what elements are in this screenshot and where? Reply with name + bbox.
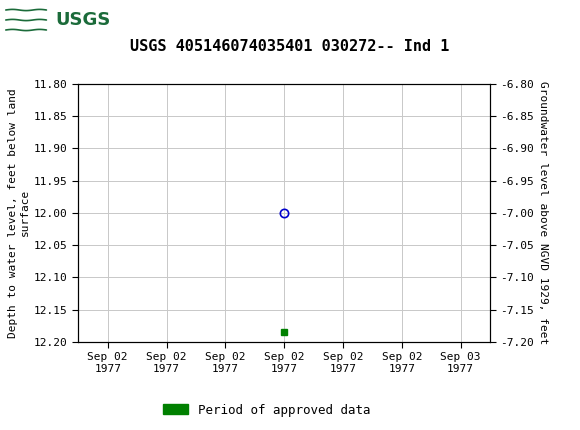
Y-axis label: Groundwater level above NGVD 1929, feet: Groundwater level above NGVD 1929, feet [538, 81, 549, 344]
Bar [5, 3, 95, 37]
Legend: Period of approved data: Period of approved data [158, 399, 376, 421]
Y-axis label: Depth to water level, feet below land
surface: Depth to water level, feet below land su… [8, 88, 30, 338]
Text: USGS 405146074035401 030272-- Ind 1: USGS 405146074035401 030272-- Ind 1 [130, 39, 450, 54]
Text: USGS: USGS [55, 11, 110, 29]
